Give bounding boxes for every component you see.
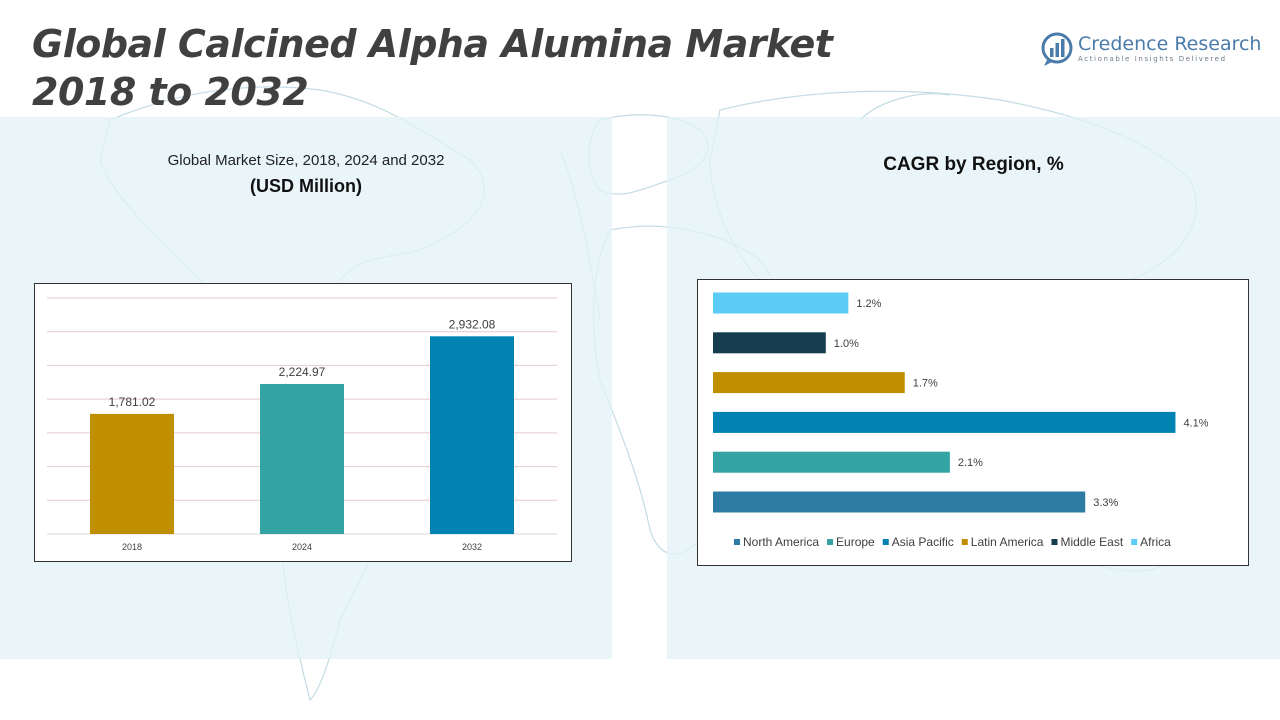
credence-logo-icon <box>1041 32 1073 66</box>
logo-name: Credence Research <box>1078 33 1262 55</box>
data-label-middle-east: 1.0% <box>834 338 859 350</box>
legend-swatch-africa <box>1131 539 1138 545</box>
market-size-chart: 1,781.02 2018 2,224.97 2024 2,932.08 2032 <box>34 283 572 562</box>
bar-2024 <box>260 383 344 534</box>
x-tick-label-2032: 2032 <box>462 542 482 552</box>
legend-label-north-america: North America <box>743 535 819 549</box>
bar-africa <box>713 292 849 314</box>
legend-label-europe: Europe <box>836 535 875 549</box>
data-label-asia-pacific: 4.1% <box>1183 417 1208 429</box>
legend-label-middle-east: Middle East <box>1060 535 1123 549</box>
x-tick-label-2018: 2018 <box>122 542 142 552</box>
data-label-europe: 2.1% <box>958 457 983 469</box>
data-label-latin-america: 1.7% <box>913 378 938 390</box>
cagr-chart: 1.2% 1.0% 1.7% 4.1% 2.1% 3.3% North America Eur… <box>697 279 1249 566</box>
page-title: Global Calcined Alpha Alumina Market 201… <box>32 20 892 116</box>
legend-label-latin-america: Latin America <box>971 535 1044 549</box>
cagr-chart-svg: 1.2% 1.0% 1.7% 4.1% 2.1% 3.3% North America Eur… <box>713 292 1209 549</box>
bar-2032 <box>430 336 514 534</box>
bar-latin-america <box>713 372 905 394</box>
page-title-line-2: 2018 to 2032 <box>32 70 309 114</box>
market-size-subtitle: Global Market Size, 2018, 2024 and 2032 <box>167 152 445 169</box>
legend-swatch-middle-east <box>1051 539 1058 545</box>
legend-swatch-north-america <box>734 539 740 545</box>
market-size-unit: (USD Million) <box>250 176 362 196</box>
x-tick-label-2024: 2024 <box>292 542 312 552</box>
data-label-2024: 2,224.97 <box>279 365 326 379</box>
legend-swatch-asia-pacific <box>882 539 889 545</box>
logo-tagline: Actionable Insights Delivered <box>1078 55 1227 63</box>
bar-asia-pacific <box>713 411 1176 433</box>
data-label-africa: 1.2% <box>856 298 881 310</box>
market-size-chart-svg: 1,781.02 2018 2,224.97 2024 2,932.08 2032 <box>47 297 557 552</box>
bar-middle-east <box>713 332 826 354</box>
data-label-2032: 2,932.08 <box>449 317 496 331</box>
legend-label-asia-pacific: Asia Pacific <box>892 535 954 549</box>
cagr-title: CAGR by Region, % <box>883 154 1064 175</box>
data-label-2018: 1,781.02 <box>109 395 156 409</box>
legend-label-africa: Africa <box>1140 535 1171 549</box>
data-label-north-america: 3.3% <box>1093 497 1118 509</box>
bar-europe <box>713 451 950 473</box>
page-title-line-1: Global Calcined Alpha Alumina Market <box>32 22 833 66</box>
legend-swatch-latin-america <box>961 539 968 545</box>
bar-2018 <box>90 413 174 534</box>
legend-swatch-europe <box>827 539 834 545</box>
credence-logo: Credence Research Actionable Insights De… <box>1040 30 1262 70</box>
bar-north-america <box>713 491 1086 513</box>
